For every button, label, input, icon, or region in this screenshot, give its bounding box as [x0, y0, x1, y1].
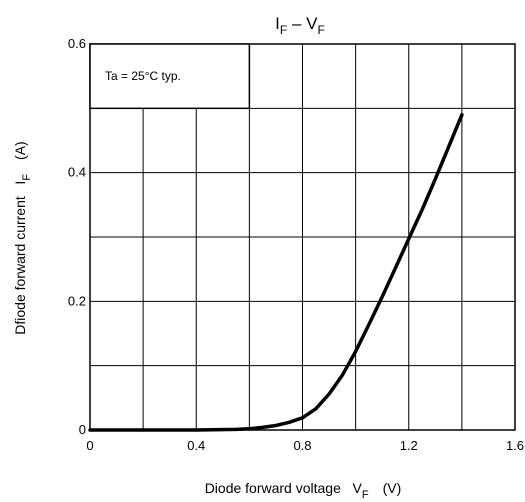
y-axis-label: Dfiode forward current IF(A) [12, 141, 33, 334]
x-tick-label: 0.4 [187, 438, 205, 453]
x-tick-label: 0.8 [293, 438, 311, 453]
chart-title: IF – VF [275, 14, 325, 37]
y-tick-label: 0.4 [68, 165, 86, 180]
plot-frame [89, 43, 516, 431]
x-tick-label: 1.2 [400, 438, 418, 453]
y-tick-label: 0.2 [68, 293, 86, 308]
y-tick-labels: 0 0.2 0.4 0.6 [68, 36, 86, 437]
y-tick-label: 0.6 [68, 36, 86, 51]
x-axis-label: Diode forward voltage VF (V) [205, 480, 402, 501]
y-tick-label: 0 [79, 422, 86, 437]
x-tick-label: 0 [86, 438, 93, 453]
x-tick-labels: 0 0.4 0.8 1.2 1.6 [86, 438, 524, 453]
x-tick-label: 1.6 [506, 438, 524, 453]
annotation-text: Ta = 25°C typ. [105, 69, 181, 83]
series-line [88, 113, 464, 432]
annotation-box: Ta = 25°C typ. [89, 43, 251, 110]
